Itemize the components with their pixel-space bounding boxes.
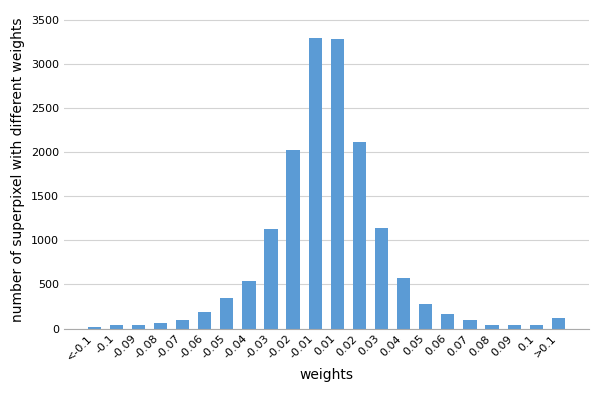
Bar [331, 39, 344, 329]
Bar [110, 325, 123, 329]
Bar [154, 323, 167, 329]
Bar [132, 325, 145, 329]
Bar [242, 281, 256, 329]
Bar [353, 141, 366, 329]
Bar [552, 318, 565, 329]
Bar [485, 325, 499, 329]
Bar [375, 228, 388, 329]
Bar [88, 327, 101, 329]
Bar [508, 325, 521, 329]
Bar [220, 298, 233, 329]
Bar [441, 314, 454, 329]
Bar [463, 320, 476, 329]
Bar [530, 325, 543, 329]
Bar [198, 312, 211, 329]
Bar [286, 150, 300, 329]
Bar [397, 278, 410, 329]
Bar [308, 38, 322, 329]
Bar [265, 229, 278, 329]
Bar [419, 304, 433, 329]
Y-axis label: number of superpixel with different weights: number of superpixel with different weig… [11, 18, 25, 322]
X-axis label: weights: weights [299, 368, 353, 382]
Bar [176, 320, 189, 329]
